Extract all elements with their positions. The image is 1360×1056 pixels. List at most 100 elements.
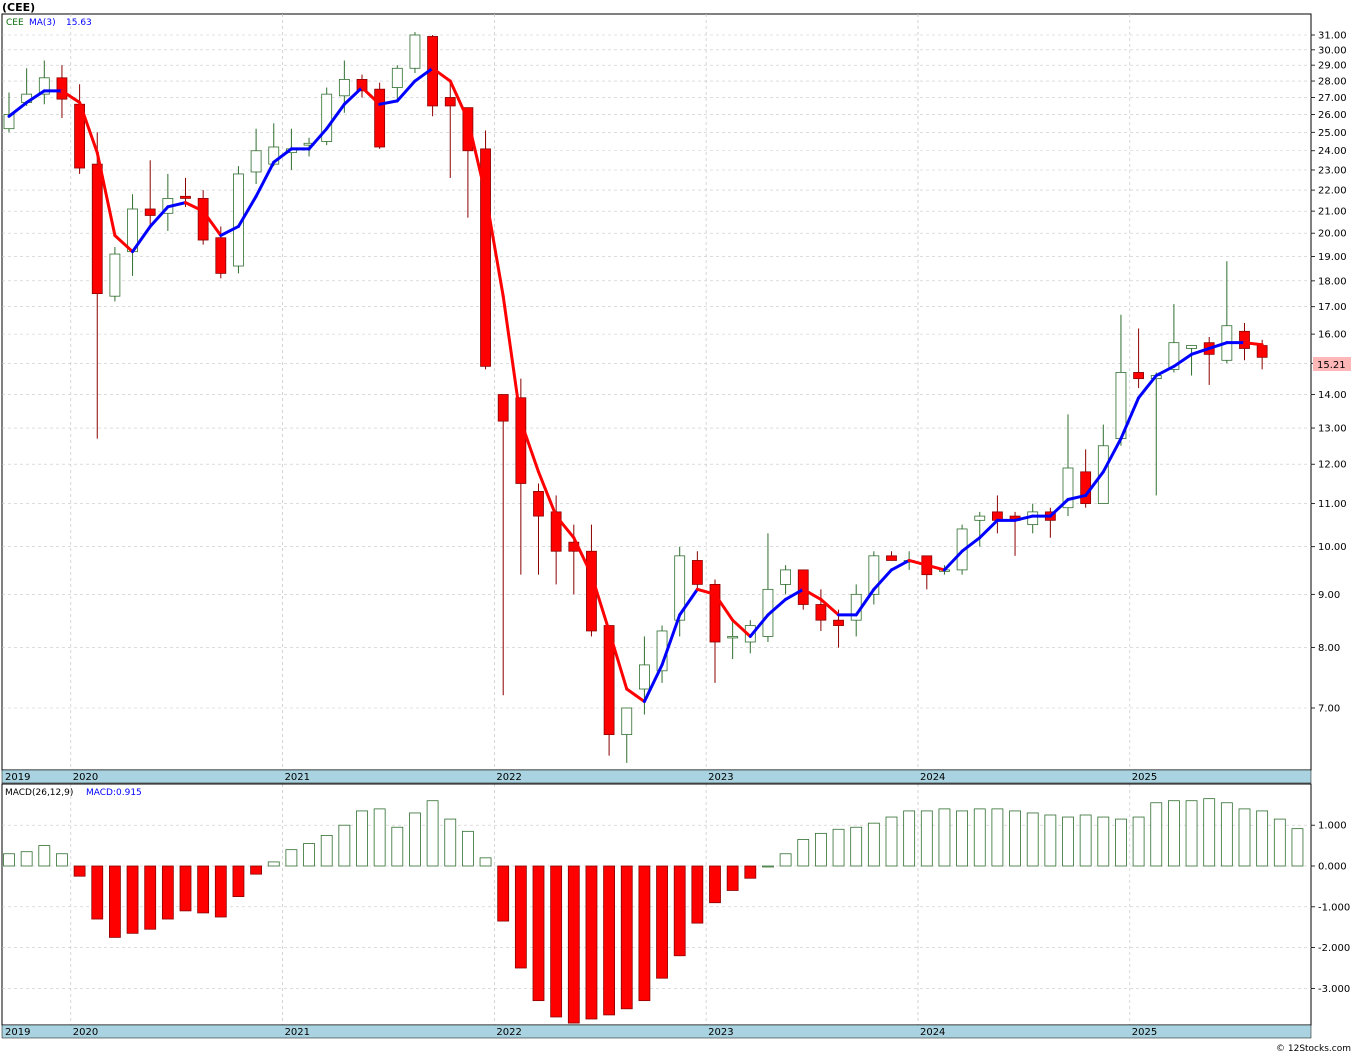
macd-label: MACD(26,12,9)	[5, 788, 73, 798]
ma-segment	[78, 101, 99, 155]
candle-down	[56, 77, 68, 100]
macd-bar-negative	[656, 865, 668, 979]
macd-bar-positive	[1009, 810, 1021, 867]
ma-segment	[236, 194, 258, 228]
candle-up	[109, 253, 121, 297]
candle-down	[1133, 372, 1144, 380]
ma-segment	[131, 224, 152, 254]
ma-segment	[819, 597, 841, 617]
macd-bar-positive	[338, 824, 351, 867]
macd-bar-positive	[815, 832, 827, 867]
macd-bar-positive	[1168, 800, 1180, 867]
date-strip-bottom	[1, 1024, 1312, 1039]
ma-segment	[942, 549, 964, 572]
year-label: 2019	[5, 1027, 30, 1038]
ma-segment	[1154, 364, 1176, 378]
ma-segment	[466, 118, 488, 196]
macd-bar-positive	[1044, 814, 1057, 867]
candle-down	[1080, 471, 1092, 504]
candle-down	[197, 197, 209, 241]
candle-down	[515, 397, 527, 484]
ma-segment	[448, 79, 470, 122]
macd-bar-positive	[267, 861, 280, 867]
ma-segment	[625, 687, 646, 704]
ma-segment	[1190, 346, 1211, 356]
macd-bar-negative	[603, 865, 615, 1016]
price-tick-label: 25.00	[1318, 128, 1347, 139]
price-tick-label: 30.00	[1318, 45, 1347, 56]
macd-bar-positive	[444, 818, 457, 867]
ma-segment	[95, 151, 117, 237]
ma-segment	[113, 233, 135, 254]
macd-bar-positive	[920, 810, 933, 867]
macd-bar-positive	[303, 843, 315, 867]
macd-bar-positive	[867, 822, 880, 867]
price-tick-label: 28.00	[1318, 77, 1347, 88]
macd-bar-negative	[109, 865, 121, 938]
year-label: 2019	[5, 772, 30, 783]
ma-segment	[1084, 470, 1105, 497]
macd-bar-positive	[1097, 816, 1110, 867]
ma-segment	[607, 629, 629, 691]
macd-bar-negative	[144, 865, 157, 930]
year-label: 2024	[920, 1027, 945, 1038]
macd-bar-negative	[744, 865, 757, 879]
macd-bar-positive	[1273, 818, 1286, 867]
macd-bar-positive	[1115, 818, 1127, 867]
macd-bar-positive	[320, 835, 333, 867]
macd-bar-positive	[1238, 808, 1251, 867]
price-tick-label: 20.00	[1318, 229, 1347, 240]
macd-bar-positive	[956, 810, 968, 867]
candle-down	[815, 604, 827, 621]
year-labels-top: 2019 2020 2021 2022 2023 2024 2025	[5, 772, 1157, 783]
ma-segment	[1101, 437, 1123, 474]
macd-bar-negative	[91, 865, 104, 920]
ma-segment	[360, 86, 382, 106]
candle-up	[674, 555, 686, 621]
year-label: 2025	[1132, 772, 1157, 783]
ma-segment	[1172, 352, 1194, 368]
ma-segment	[184, 201, 205, 213]
candle-up	[780, 569, 791, 585]
year-label: 2024	[920, 772, 945, 783]
macd-tick-label: -1.000	[1318, 902, 1350, 913]
ma-segment	[925, 563, 946, 572]
ma-segment	[60, 89, 82, 105]
price-tick-label: 7.00	[1318, 704, 1340, 715]
macd-bar-negative	[161, 865, 174, 920]
ma-segment	[325, 102, 346, 131]
price-tick-label: 14.00	[1318, 390, 1347, 401]
price-tick-label: 26.00	[1318, 110, 1347, 121]
candle-down	[444, 97, 456, 107]
ma-segment	[731, 618, 752, 638]
price-tick-label: 18.00	[1318, 276, 1347, 287]
price-tick-label: 29.00	[1318, 61, 1347, 72]
ma-segment	[1243, 341, 1264, 347]
price-tick-label: 16.00	[1318, 330, 1347, 341]
candle-up	[1097, 445, 1109, 504]
macd-bar-negative	[73, 865, 86, 877]
macd-bar-negative	[250, 865, 263, 875]
macd-bar-negative	[673, 865, 686, 957]
ma-segment	[484, 192, 505, 298]
macd-tick-label: 1.000	[1318, 821, 1347, 832]
date-strip-top	[1, 769, 1312, 784]
macd-bar-positive	[1079, 814, 1092, 867]
macd-bar-positive	[779, 853, 792, 867]
year-labels-bottom: 2019 2020 2021 2022 2023 2024 2025	[5, 1027, 1157, 1038]
chart-title: (CEE)	[2, 1, 35, 14]
macd-bar-positive	[479, 857, 492, 867]
ma-segment	[554, 514, 576, 540]
ma-segment	[784, 587, 805, 601]
candle-down	[550, 511, 562, 552]
ma-segment	[1013, 514, 1035, 522]
candle-up	[1168, 342, 1180, 370]
price-tick-label: 8.00	[1318, 643, 1340, 654]
macd-bar-positive	[56, 853, 68, 867]
year-label: 2022	[496, 1027, 521, 1038]
ma-segment	[254, 160, 276, 198]
macd-bar-negative	[638, 865, 651, 1002]
ma-segment	[7, 101, 29, 118]
ma-segment	[1207, 341, 1229, 350]
